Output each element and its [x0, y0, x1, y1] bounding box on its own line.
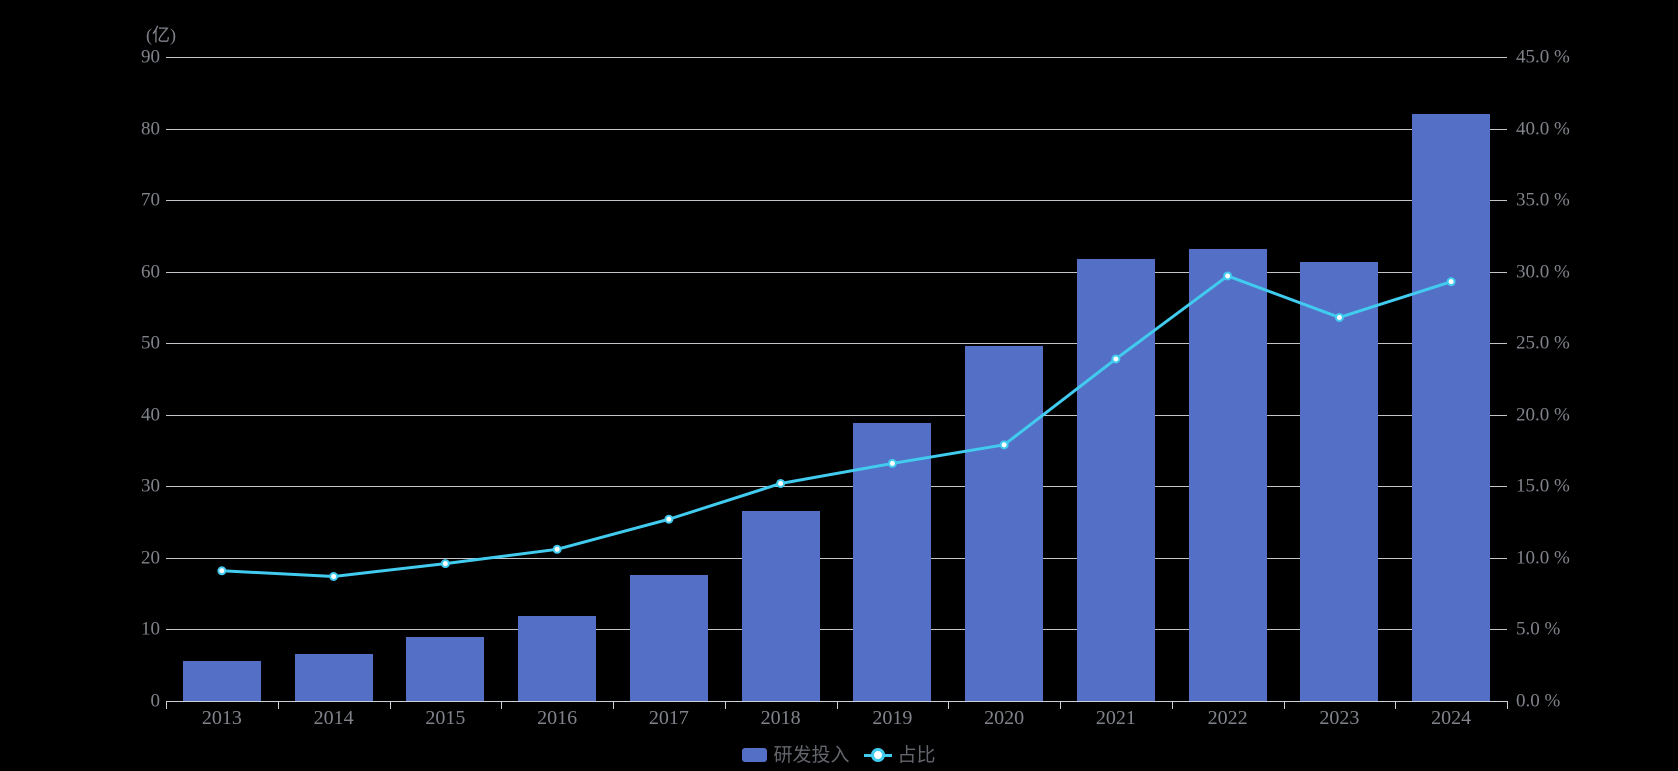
bar-2017[interactable] [629, 575, 708, 701]
left-axis-tick-label-60: 60 [141, 261, 160, 283]
x-axis-label-2019: 2019 [872, 707, 913, 729]
bar-2013[interactable] [182, 660, 261, 701]
x-axis-tick [613, 702, 614, 709]
gridline-h-60 [166, 271, 1507, 273]
right-axis-tick-label-40: 40.0 % [1516, 118, 1570, 140]
bar-2016[interactable] [518, 615, 597, 701]
x-axis-label-2022: 2022 [1207, 707, 1248, 729]
gridline-h-90 [166, 57, 1507, 58]
bar-2022[interactable] [1188, 248, 1267, 701]
right-axis-tick-label-35: 35.0 % [1516, 189, 1570, 211]
gridline-h-10 [166, 629, 1507, 631]
x-axis-tick [277, 702, 279, 709]
left-axis-tick-label-30: 30 [141, 475, 160, 497]
x-axis-tick [166, 702, 167, 709]
x-axis-tick [1171, 702, 1173, 709]
x-axis-label-2020: 2020 [984, 707, 1025, 729]
x-axis-tick [948, 702, 950, 709]
bar-series-swatch-icon [742, 748, 768, 762]
gridline-h-70 [166, 200, 1507, 202]
right-axis-tick-label-20: 20.0 % [1516, 404, 1570, 426]
legend-label-ratio: 占比 [897, 744, 936, 766]
x-axis-tick [724, 702, 726, 709]
x-axis-label-2017: 2017 [648, 707, 689, 729]
right-axis-tick-label-25: 25.0 % [1516, 332, 1570, 354]
legend-item-rd-investment[interactable]: 研发投入 [742, 744, 850, 766]
x-axis-tick [389, 702, 391, 709]
left-axis-tick-label-40: 40 [141, 404, 160, 426]
x-axis-tick [836, 702, 838, 709]
right-axis-tick-label-45: 45.0 % [1516, 46, 1570, 68]
bar-2019[interactable] [853, 422, 932, 701]
legend-item-ratio[interactable]: 占比 [863, 744, 936, 766]
x-axis-tick [1395, 702, 1397, 709]
x-axis-label-2015: 2015 [425, 707, 466, 729]
left-axis-tick-label-80: 80 [141, 118, 160, 140]
x-axis-tick [1060, 702, 1061, 709]
bar-2020[interactable] [965, 346, 1044, 701]
line-series-swatch-icon [863, 748, 892, 762]
left-axis-tick-label-70: 70 [141, 189, 160, 211]
gridline-h-80 [166, 128, 1507, 130]
x-axis-label-2018: 2018 [760, 707, 801, 729]
left-axis-tick-label-90: 90 [141, 46, 160, 68]
x-axis-label-2021: 2021 [1095, 707, 1136, 729]
legend: 研发投入 占比 [0, 738, 1678, 771]
bar-2021[interactable] [1076, 258, 1155, 701]
left-axis-tick-label-0: 0 [150, 690, 161, 712]
right-axis-tick-label-0: 0.0 % [1516, 690, 1561, 712]
right-axis-tick-label-10: 10.0 % [1516, 547, 1570, 569]
left-axis-tick-label-50: 50 [141, 332, 160, 354]
bar-2023[interactable] [1300, 261, 1379, 701]
right-axis-tick-label-5: 5.0 % [1516, 618, 1561, 640]
bar-2018[interactable] [741, 510, 820, 701]
left-axis-unit-label: (亿) [146, 25, 176, 45]
x-axis-label-2016: 2016 [537, 707, 578, 729]
x-axis-tick [1283, 702, 1285, 709]
x-axis-label-2013: 2013 [201, 707, 242, 729]
left-axis-tick-label-10: 10 [141, 618, 160, 640]
bar-2014[interactable] [294, 653, 373, 701]
right-axis-tick-label-30: 30.0 % [1516, 261, 1570, 283]
bar-2015[interactable] [406, 636, 485, 701]
bar-2024[interactable] [1412, 114, 1491, 701]
x-axis-line [166, 701, 1508, 702]
x-axis-tick [1507, 702, 1508, 709]
legend-label-rd-investment: 研发投入 [773, 744, 850, 766]
x-axis-label-2023: 2023 [1319, 707, 1360, 729]
x-axis-tick [501, 702, 503, 709]
right-axis-tick-label-15: 15.0 % [1516, 475, 1570, 497]
x-axis-label-2024: 2024 [1431, 707, 1472, 729]
left-axis-tick-label-20: 20 [141, 547, 160, 569]
line-series-dot-icon [870, 748, 885, 762]
x-axis-label-2014: 2014 [313, 707, 354, 729]
